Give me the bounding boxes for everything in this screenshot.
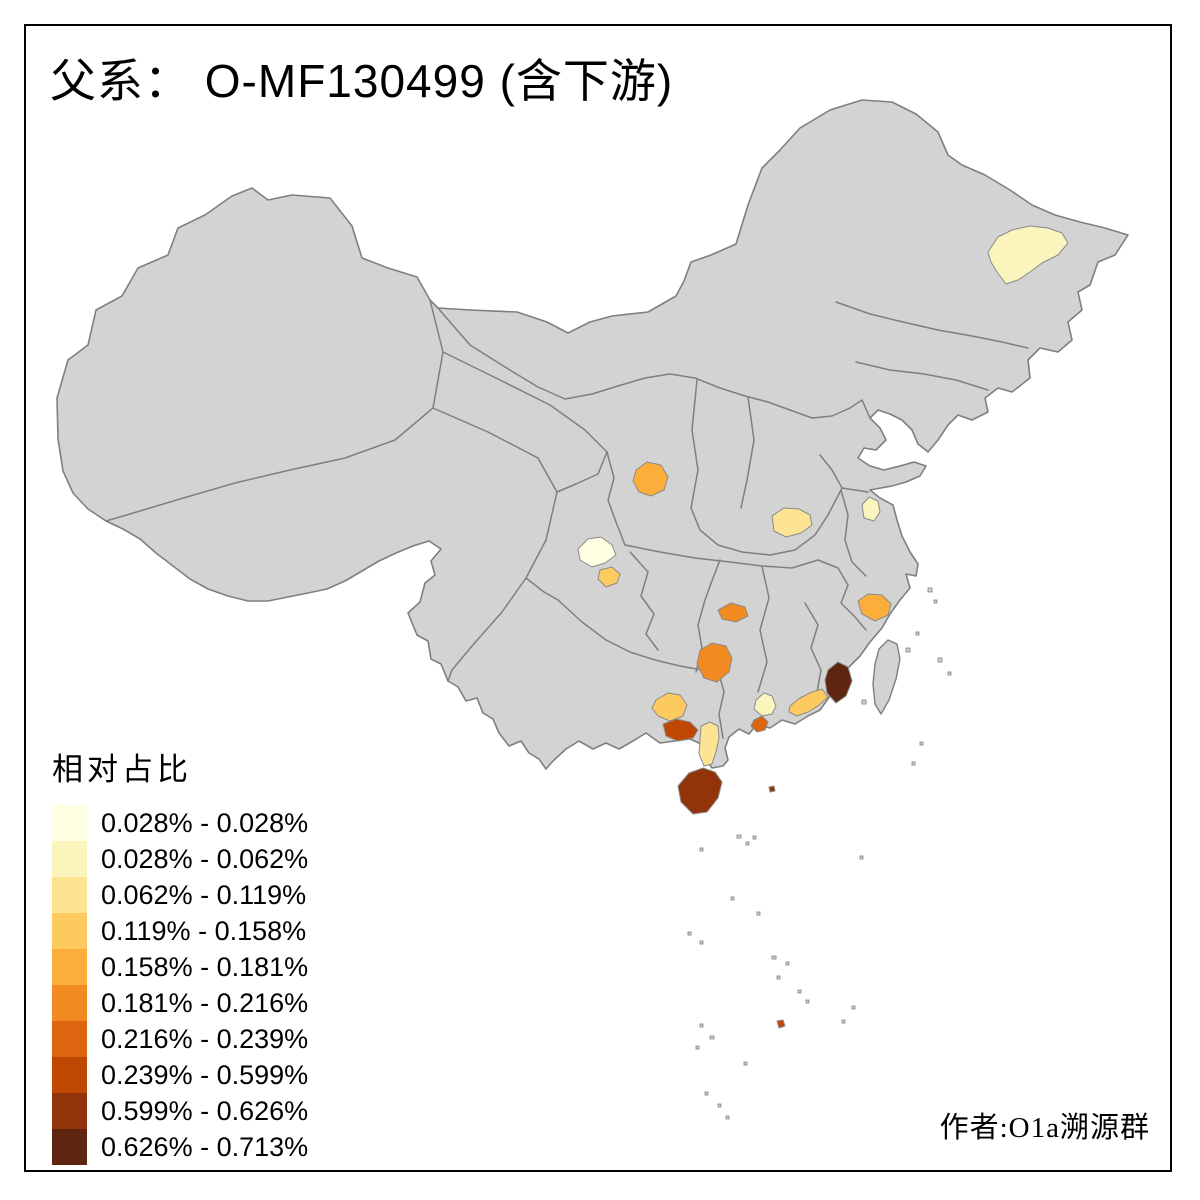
map-region bbox=[753, 692, 777, 717]
legend-label: 0.239% - 0.599% bbox=[101, 1059, 309, 1090]
title-haplogroup-code: O-MF130499 (含下游) bbox=[191, 55, 674, 107]
province-borders bbox=[105, 299, 1029, 739]
map-region bbox=[696, 642, 733, 683]
legend-swatch bbox=[52, 805, 87, 841]
legend-swatch bbox=[52, 1129, 87, 1165]
map-region bbox=[771, 507, 813, 538]
legend-label: 0.028% - 0.028% bbox=[101, 807, 309, 838]
legend-swatch bbox=[52, 949, 87, 985]
legend-item: 0.062% - 0.119% bbox=[52, 877, 308, 913]
title-chinese-prefix: 父系： bbox=[50, 56, 191, 107]
legend-label: 0.028% - 0.062% bbox=[101, 843, 309, 874]
map-region bbox=[651, 692, 688, 722]
map-region bbox=[857, 593, 892, 622]
legend-item: 0.239% - 0.599% bbox=[52, 1057, 308, 1093]
legend-label: 0.181% - 0.216% bbox=[101, 987, 309, 1018]
map-region bbox=[632, 461, 669, 497]
legend-item: 0.158% - 0.181% bbox=[52, 949, 308, 985]
page-title: 父系： O-MF130499 (含下游) bbox=[50, 56, 673, 108]
legend-swatch bbox=[52, 1093, 87, 1129]
legend-swatch bbox=[52, 841, 87, 877]
legend-label: 0.158% - 0.181% bbox=[101, 951, 309, 982]
legend: 相对占比 0.028% - 0.028% 0.028% - 0.062% 0.0… bbox=[52, 744, 308, 1165]
mainland-group bbox=[56, 99, 1129, 770]
legend-swatch bbox=[52, 1057, 87, 1093]
legend-title: 相对占比 bbox=[52, 752, 192, 787]
legend-swatch bbox=[52, 1021, 87, 1057]
legend-item: 0.599% - 0.626% bbox=[52, 1093, 308, 1129]
legend-label: 0.599% - 0.626% bbox=[101, 1095, 309, 1126]
map-region bbox=[662, 718, 699, 742]
map-region bbox=[776, 1019, 786, 1029]
legend-item: 0.119% - 0.158% bbox=[52, 913, 308, 949]
map-region bbox=[750, 715, 769, 733]
legend-item: 0.028% - 0.028% bbox=[52, 805, 308, 841]
taiwan-island bbox=[872, 639, 901, 715]
colored-regions bbox=[577, 225, 1069, 1029]
legend-label: 0.119% - 0.158% bbox=[101, 915, 307, 946]
map-region bbox=[577, 536, 617, 568]
mainland-outline bbox=[56, 99, 1129, 770]
island-specks bbox=[687, 587, 952, 1120]
map-region bbox=[824, 661, 853, 704]
author-credit: 作者:O1a溯源群 bbox=[939, 1112, 1150, 1144]
map-region bbox=[788, 688, 829, 717]
map-region bbox=[861, 496, 881, 522]
legend-label: 0.626% - 0.713% bbox=[101, 1131, 309, 1162]
legend-item: 0.028% - 0.062% bbox=[52, 841, 308, 877]
legend-item: 0.181% - 0.216% bbox=[52, 985, 308, 1021]
map-region bbox=[677, 767, 723, 815]
plot-frame bbox=[24, 24, 1172, 1172]
legend-label: 0.062% - 0.119% bbox=[101, 879, 307, 910]
map-region bbox=[768, 785, 776, 793]
legend-label: 0.216% - 0.239% bbox=[101, 1023, 309, 1054]
map-region bbox=[987, 225, 1069, 285]
map-region bbox=[717, 602, 749, 623]
legend-item: 0.626% - 0.713% bbox=[52, 1129, 308, 1165]
legend-swatch bbox=[52, 913, 87, 949]
legend-swatch bbox=[52, 877, 87, 913]
map-region bbox=[698, 721, 720, 767]
legend-item: 0.216% - 0.239% bbox=[52, 1021, 308, 1057]
map-region bbox=[597, 566, 621, 588]
legend-swatch bbox=[52, 985, 87, 1021]
